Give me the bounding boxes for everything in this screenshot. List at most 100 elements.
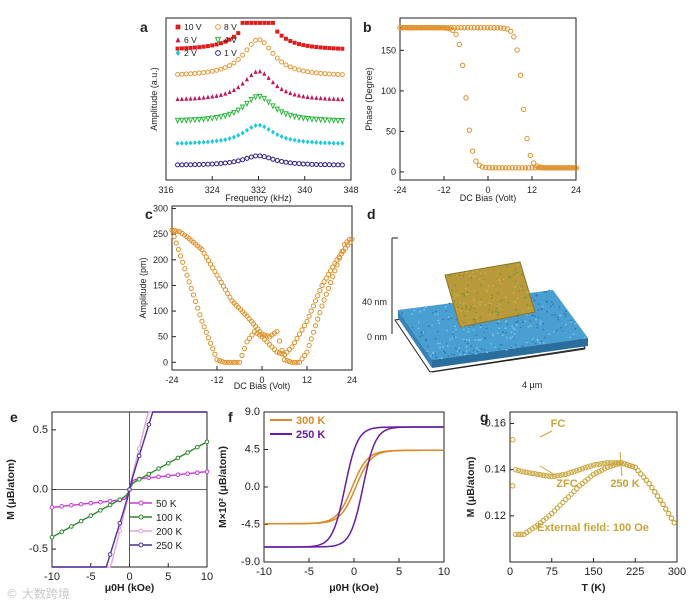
data-point	[271, 51, 275, 55]
afm-noise	[514, 333, 516, 335]
data-point	[189, 140, 193, 145]
series-marker	[79, 502, 83, 506]
afm-noise	[455, 348, 457, 350]
afm-noise	[557, 319, 559, 321]
data-point	[180, 96, 184, 101]
afm-noise	[498, 348, 500, 350]
data-point	[176, 141, 180, 146]
series-marker	[108, 553, 112, 557]
data-point	[258, 21, 262, 25]
series-marker	[147, 476, 151, 480]
y-tick-label: 50	[386, 126, 396, 136]
data-point	[189, 72, 193, 76]
afm-noise	[574, 323, 576, 325]
hysteresis-branch	[264, 427, 444, 547]
series-marker	[99, 509, 103, 513]
data-point	[265, 340, 269, 344]
data-point	[295, 336, 299, 340]
afm-noise	[544, 337, 546, 339]
data-point	[262, 71, 266, 76]
series-marker	[60, 505, 64, 509]
series-marker	[137, 478, 141, 482]
legend-label: 50 K	[156, 499, 177, 510]
data-point	[180, 141, 184, 146]
afm-noise	[528, 326, 530, 328]
afm-film-noise	[500, 308, 502, 310]
afm-noise	[444, 352, 446, 354]
afm-film-noise	[459, 274, 461, 276]
data-point	[202, 95, 206, 100]
data-point	[262, 155, 266, 159]
data-point	[661, 502, 665, 506]
data-point	[223, 66, 227, 70]
data-point	[336, 72, 340, 76]
afm-noise	[501, 344, 503, 346]
data-point	[249, 155, 253, 159]
afm-film-noise	[528, 307, 530, 309]
y-tick-label: 0	[391, 167, 396, 177]
afm-noise	[421, 335, 423, 337]
data-point	[650, 485, 654, 489]
data-point	[310, 140, 314, 145]
afm-film-noise	[485, 290, 487, 292]
afm-film-noise	[472, 271, 474, 273]
data-point	[305, 350, 309, 354]
y-axis-label: M×10² (μB/atom)	[217, 446, 229, 528]
afm-noise	[545, 300, 547, 302]
data-point	[322, 298, 326, 302]
data-point	[228, 64, 232, 68]
data-point	[311, 330, 315, 334]
data-point	[327, 46, 331, 50]
data-point	[307, 343, 311, 347]
data-point	[176, 50, 181, 56]
afm-film-noise	[485, 304, 487, 306]
data-point	[323, 163, 327, 167]
data-point	[249, 42, 253, 46]
afm-noise	[459, 353, 461, 355]
data-point	[193, 140, 197, 145]
afm-noise	[494, 346, 496, 348]
data-point	[211, 347, 215, 351]
afm-noise	[540, 321, 542, 323]
data-point	[219, 161, 223, 165]
data-point	[249, 73, 253, 78]
afm-film-noise	[467, 294, 469, 296]
afm-noise	[463, 352, 465, 354]
data-point	[236, 159, 240, 163]
afm-film-noise	[506, 265, 508, 267]
y-tick-label: 0.0	[245, 481, 260, 493]
afm-film-noise	[476, 293, 478, 295]
series-marker	[147, 472, 151, 476]
data-point	[271, 157, 275, 161]
data-point	[311, 304, 315, 308]
data-point	[258, 94, 262, 99]
afm-film-noise	[456, 274, 458, 276]
afm-film-noise	[467, 291, 469, 293]
series-marker	[166, 474, 170, 478]
series-marker	[79, 519, 83, 523]
afm-film-noise	[451, 274, 453, 276]
data-point	[297, 115, 301, 120]
afm-noise	[534, 316, 536, 318]
afm-noise	[570, 321, 572, 323]
data-point	[306, 162, 310, 166]
afm-noise	[570, 320, 572, 322]
legend-label: 4 V	[224, 35, 237, 45]
series-marker	[118, 521, 122, 525]
data-point	[275, 107, 279, 112]
data-point	[528, 153, 532, 157]
data-point	[219, 41, 223, 45]
afm-noise	[492, 335, 494, 337]
afm-film-noise	[499, 303, 501, 305]
x-tick-label: 150	[584, 566, 602, 578]
data-point	[575, 468, 579, 472]
data-point	[189, 118, 193, 123]
afm-noise	[432, 354, 434, 356]
data-point	[245, 128, 249, 133]
x-tick-label: -24	[393, 185, 406, 195]
data-point	[340, 73, 344, 77]
data-point	[323, 118, 327, 123]
afm-film-noise	[471, 306, 473, 308]
afm-noise	[574, 328, 576, 330]
afm-noise	[446, 310, 448, 312]
